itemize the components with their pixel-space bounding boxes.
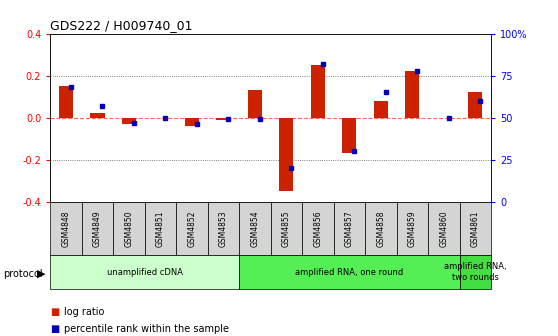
Bar (145, 202, 176, 255)
Text: ▶: ▶ (36, 269, 45, 279)
Text: unamplified cDNA: unamplified cDNA (107, 268, 182, 277)
Bar (81, 202, 113, 255)
Bar (248, 90, 262, 118)
Text: ■: ■ (50, 307, 60, 318)
Text: GSM4854: GSM4854 (251, 210, 259, 247)
Text: GSM4859: GSM4859 (408, 210, 417, 247)
Text: GSM4858: GSM4858 (376, 210, 386, 247)
Bar (176, 202, 208, 255)
Text: GSM4850: GSM4850 (124, 210, 133, 247)
Bar (239, 202, 271, 255)
Text: GSM4852: GSM4852 (187, 210, 196, 247)
Bar (239, 255, 460, 289)
Text: GSM4856: GSM4856 (314, 210, 323, 247)
Text: GSM4848: GSM4848 (61, 210, 70, 247)
Text: protocol: protocol (3, 269, 42, 279)
Text: GSM4855: GSM4855 (282, 210, 291, 247)
Bar (113, 202, 145, 255)
Text: GSM4849: GSM4849 (93, 210, 102, 247)
Bar (460, 255, 491, 289)
Bar (311, 65, 325, 118)
Text: GDS222 / H009740_01: GDS222 / H009740_01 (50, 19, 193, 33)
Bar (334, 202, 365, 255)
Text: amplified RNA, one round: amplified RNA, one round (295, 268, 403, 277)
Bar (460, 202, 491, 255)
Bar (397, 202, 428, 255)
Bar (208, 202, 239, 255)
Bar (342, 118, 357, 153)
Bar (405, 72, 420, 118)
Text: GSM4851: GSM4851 (156, 210, 165, 247)
Bar (468, 92, 482, 118)
Text: log ratio: log ratio (64, 307, 104, 318)
Bar (302, 202, 334, 255)
Bar (50, 202, 81, 255)
Text: ■: ■ (50, 324, 60, 334)
Bar (185, 118, 199, 126)
Text: GSM4860: GSM4860 (439, 210, 448, 247)
Bar (428, 202, 460, 255)
Bar (90, 114, 104, 118)
Bar (59, 86, 73, 118)
Text: GSM4857: GSM4857 (345, 210, 354, 247)
Text: GSM4861: GSM4861 (471, 210, 480, 247)
Text: GSM4853: GSM4853 (219, 210, 228, 247)
Bar (374, 101, 388, 118)
Bar (365, 202, 397, 255)
Bar (50, 255, 239, 289)
Text: amplified RNA,
two rounds: amplified RNA, two rounds (444, 262, 507, 282)
Bar (122, 118, 136, 124)
Bar (280, 118, 294, 191)
Bar (271, 202, 302, 255)
Bar (217, 118, 230, 120)
Text: percentile rank within the sample: percentile rank within the sample (64, 324, 229, 334)
